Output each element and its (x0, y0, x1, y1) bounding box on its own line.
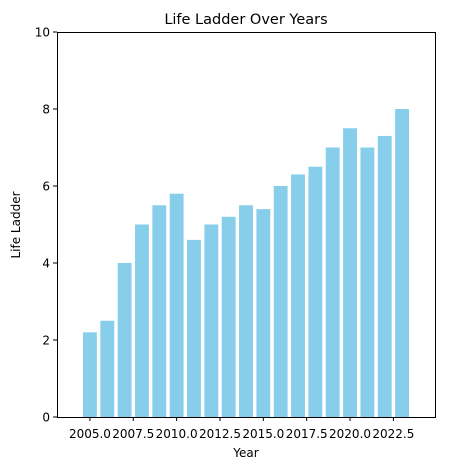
bar-2018 (308, 166, 323, 417)
bar-2023 (395, 109, 409, 417)
bar-2017 (291, 174, 305, 417)
bar-2006 (100, 320, 115, 417)
bar-2020 (343, 128, 357, 417)
y-axis: 0 2 4 6 8 10 (35, 26, 57, 425)
plot-frame (57, 32, 436, 418)
x-tick-label: 2010.0 (156, 427, 198, 441)
bar-2016 (273, 186, 288, 417)
bar-2005 (83, 332, 97, 417)
bar-2021 (360, 147, 375, 417)
y-tick-label: 6 (42, 180, 50, 194)
x-tick-label: 2005.0 (69, 427, 111, 441)
x-tick-label: 2015.0 (242, 427, 284, 441)
bar-2008 (135, 224, 149, 417)
y-tick-label: 10 (35, 26, 50, 40)
bar-2015 (256, 209, 271, 417)
bar-2019 (325, 147, 340, 417)
bar-2022 (377, 135, 392, 417)
y-axis-title: Life Ladder (9, 191, 23, 258)
chart-title: Life Ladder Over Years (164, 12, 327, 28)
x-axis: 2005.0 2007.5 2010.0 2012.5 2015.0 2017.5 2020… (69, 417, 414, 441)
bar-2009 (152, 205, 167, 417)
x-tick-label: 2020.0 (329, 427, 371, 441)
y-tick-label: 0 (42, 411, 50, 425)
x-tick-label: 2017.5 (286, 427, 328, 441)
bars-group (83, 109, 409, 417)
y-tick-label: 8 (42, 103, 50, 117)
x-axis-title: Year (232, 446, 258, 460)
bar-2010 (169, 193, 184, 417)
bar-2014 (239, 205, 253, 417)
x-tick-label: 2007.5 (112, 427, 154, 441)
x-tick-label: 2022.5 (372, 427, 414, 441)
bar-2011 (187, 239, 201, 417)
bar-2012 (204, 224, 219, 417)
y-tick-label: 2 (42, 334, 50, 348)
x-tick-label: 2012.5 (199, 427, 241, 441)
y-tick-label: 4 (42, 257, 50, 271)
bar-2013 (221, 216, 236, 417)
bar-2007 (117, 263, 132, 417)
